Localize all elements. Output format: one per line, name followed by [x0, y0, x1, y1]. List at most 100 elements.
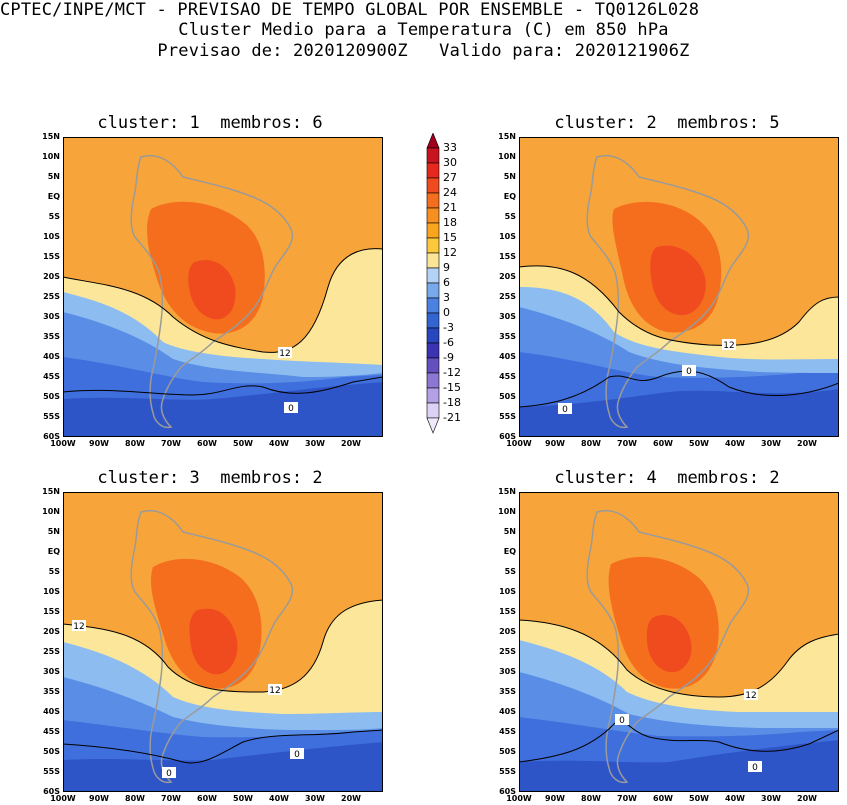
- colorbar-swatch: [426, 282, 440, 299]
- contour-label-bg: [278, 347, 292, 358]
- temperature-map: 12 0 0: [519, 492, 839, 792]
- contour-0: [63, 376, 383, 396]
- contour-label-bg: [290, 748, 304, 759]
- contour-label-bg: [744, 689, 758, 700]
- lat-tick-label: 25S: [499, 292, 516, 301]
- lat-tick-label: 40S: [43, 707, 60, 716]
- lat-tick-label: 20S: [43, 272, 60, 281]
- colorbar-label: -12: [443, 366, 461, 379]
- map-frame: [63, 492, 383, 792]
- lon-tick-label: 70W: [617, 439, 637, 448]
- colorbar-label: 6: [443, 276, 450, 289]
- colorbar-legend: 33 30 27 24 21 18 15 12 9 6 3 0 -3 -6 -9 -12 -15 -18 -21: [425, 133, 475, 443]
- lat-tick-label: 30S: [499, 312, 516, 321]
- contour-label: 0: [686, 367, 692, 377]
- lat-tick-label: EQ: [503, 547, 516, 556]
- lon-tick-label: 50W: [233, 794, 253, 803]
- contour-0: [519, 720, 839, 763]
- hotter-region: [650, 245, 706, 316]
- colorbar-swatch: [426, 402, 440, 419]
- lat-tick-label: EQ: [47, 547, 60, 556]
- contour-0: [519, 370, 839, 408]
- contour-label: 12: [279, 349, 290, 359]
- colorbar-swatch: [426, 192, 440, 209]
- contour-label-bg: [268, 684, 282, 695]
- panel-title: cluster: 1 membros: 6: [97, 113, 323, 133]
- panel-cluster-1: cluster: 1 membros: 6: [30, 110, 390, 450]
- contour-label: 12: [73, 622, 84, 632]
- colorbar-swatch: [426, 207, 440, 224]
- colorbar-label: -15: [443, 381, 461, 394]
- lon-tick-label: 20W: [797, 794, 817, 803]
- panel-cluster-2: cluster: 2 membros: 5: [487, 110, 847, 450]
- lat-tick-label: 35S: [43, 687, 60, 696]
- lat-tick-label: 55S: [499, 412, 516, 421]
- temperature-map: 12 0 0: [519, 137, 839, 437]
- lat-tick-label: 5S: [504, 567, 516, 576]
- lat-tick-label: 10S: [499, 232, 516, 241]
- contour-label: 0: [294, 750, 300, 760]
- colorbar-swatch: [426, 252, 440, 269]
- lat-tick-label: 30S: [43, 312, 60, 321]
- colorbar-swatch: [426, 162, 440, 179]
- colorbar-swatch: [426, 267, 440, 284]
- lon-tick-label: 100W: [506, 794, 532, 803]
- lon-tick-label: 90W: [89, 439, 109, 448]
- map-frame: [519, 492, 839, 792]
- lat-tick-label: 15N: [498, 487, 516, 496]
- colorbar-swatch: [426, 147, 440, 164]
- colorbar-swatch: [426, 387, 440, 404]
- lat-tick-label: 5S: [48, 567, 60, 576]
- colorbar-swatch: [426, 133, 440, 149]
- lon-tick-label: 90W: [545, 439, 565, 448]
- lon-tick-label: 30W: [761, 794, 781, 803]
- lat-tick-label: 20S: [499, 627, 516, 636]
- lat-tick-label: 5N: [47, 172, 60, 181]
- lon-tick-label: 30W: [761, 439, 781, 448]
- lat-tick-label: 10S: [499, 587, 516, 596]
- lon-tick-label: 60W: [653, 794, 673, 803]
- contour-label: 0: [166, 769, 172, 779]
- lat-tick-label: 15N: [42, 487, 60, 496]
- lon-tick-label: 100W: [50, 439, 76, 448]
- lon-tick-label: 90W: [89, 794, 109, 803]
- deepblue-region: [519, 740, 839, 792]
- colorbar-label: 21: [443, 201, 457, 214]
- header-dates: Previsao de: 2020120900Z Valido para: 20…: [157, 41, 690, 61]
- lat-tick-label: 20S: [43, 627, 60, 636]
- lat-tick-label: 10S: [43, 587, 60, 596]
- contour-label-bg: [748, 761, 762, 772]
- colorbar-label: -21: [443, 411, 461, 424]
- contour-label-bg: [682, 365, 696, 376]
- continent-outline: [586, 510, 750, 784]
- panel-cluster-3: cluster: 3 membros: 2: [30, 465, 390, 805]
- lat-tick-label: 10N: [42, 152, 60, 161]
- continent-outline: [130, 155, 294, 429]
- map-cluster-4: 12 0 0: [519, 492, 839, 792]
- lon-tick-label: 30W: [305, 794, 325, 803]
- lat-tick-label: 15N: [498, 132, 516, 141]
- lat-tick-label: 35S: [499, 687, 516, 696]
- lat-tick-label: 15S: [499, 252, 516, 261]
- lat-tick-label: 60S: [43, 787, 60, 796]
- panel-cluster-4: cluster: 4 membros: 2: [487, 465, 847, 805]
- header-title: CPTEC/INPE/MCT - PREVISAO DE TEMPO GLOBA…: [0, 0, 700, 20]
- colorbar-label: 12: [443, 246, 457, 259]
- lat-tick-label: EQ: [47, 192, 60, 201]
- continent-outline: [586, 155, 750, 429]
- lat-tick-label: 45S: [499, 372, 516, 381]
- lat-tick-label: 55S: [43, 412, 60, 421]
- colorbar-label: 30: [443, 156, 457, 169]
- colorbar-label: 9: [443, 261, 450, 274]
- contour-label-bg: [162, 767, 176, 778]
- lat-tick-label: 10N: [42, 507, 60, 516]
- lat-tick-label: 60S: [499, 432, 516, 441]
- map-cluster-3: 12 12 0 0: [63, 492, 383, 792]
- lon-tick-label: 80W: [581, 794, 601, 803]
- colorbar-swatch: [426, 237, 440, 254]
- colorbar-label: -3: [443, 321, 454, 334]
- colorbar-swatch: [426, 417, 440, 434]
- lon-tick-label: 100W: [50, 794, 76, 803]
- lat-tick-label: 25S: [499, 647, 516, 656]
- lon-tick-label: 70W: [161, 439, 181, 448]
